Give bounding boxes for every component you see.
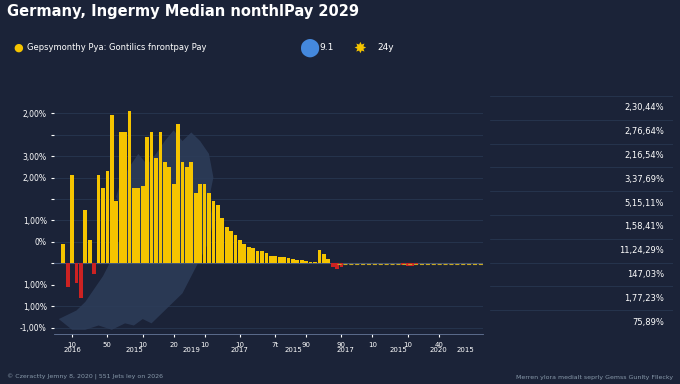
Bar (282, 257, 286, 263)
Bar (260, 251, 264, 263)
Bar (335, 263, 339, 269)
Text: 2015: 2015 (390, 347, 408, 353)
Bar (176, 124, 180, 263)
Bar (410, 263, 414, 266)
Text: 3,37,69%: 3,37,69% (624, 175, 664, 184)
Bar (330, 263, 335, 267)
Bar (158, 132, 163, 263)
Polygon shape (58, 130, 214, 330)
Text: © Czeractty Jemny 8, 2020 | 551 Jets ley on 2026: © Czeractty Jemny 8, 2020 | 551 Jets ley… (7, 374, 163, 380)
Bar (256, 251, 260, 263)
Bar (123, 132, 127, 263)
Bar (273, 256, 277, 263)
Bar (309, 262, 312, 263)
Text: 5,15,11%: 5,15,11% (624, 199, 664, 208)
Bar (150, 132, 154, 263)
Text: 2016: 2016 (63, 347, 81, 353)
Text: 2020: 2020 (430, 347, 447, 353)
Text: 11,24,29%: 11,24,29% (619, 246, 664, 255)
Bar (163, 162, 167, 263)
Text: Merren ylora medialt seprly Gemss Gunlty Fllecky: Merren ylora medialt seprly Gemss Gunlty… (516, 375, 673, 380)
Text: Gepsymonthy Pya: Gontilics fnrontpay Pay: Gepsymonthy Pya: Gontilics fnrontpay Pay (27, 43, 207, 53)
Bar (207, 192, 211, 263)
Bar (167, 167, 171, 263)
Bar (84, 210, 87, 263)
Text: ✸: ✸ (354, 40, 367, 56)
Bar (238, 240, 242, 263)
Text: 2,16,54%: 2,16,54% (624, 151, 664, 160)
Bar (132, 188, 136, 263)
Text: 2019: 2019 (182, 347, 200, 353)
Bar (154, 158, 158, 263)
Bar (265, 253, 269, 263)
Bar (401, 263, 405, 265)
Bar (247, 247, 251, 263)
Text: ⬤: ⬤ (299, 39, 320, 57)
Bar (277, 257, 282, 263)
Bar (211, 201, 216, 263)
Bar (194, 192, 198, 263)
Text: 75,89%: 75,89% (632, 318, 664, 327)
Bar (216, 205, 220, 263)
Text: 1,58,41%: 1,58,41% (624, 222, 664, 232)
Bar (326, 260, 330, 263)
Bar (225, 227, 228, 263)
Bar (295, 260, 299, 263)
Text: 2017: 2017 (231, 347, 249, 353)
Bar (243, 244, 246, 263)
Bar (269, 256, 273, 263)
Text: 2,76,64%: 2,76,64% (624, 127, 664, 136)
Bar (415, 263, 418, 265)
Bar (304, 261, 308, 263)
Text: 147,03%: 147,03% (627, 270, 664, 279)
Bar (229, 231, 233, 263)
Text: 1,77,23%: 1,77,23% (624, 294, 664, 303)
Bar (291, 259, 294, 263)
Bar (318, 250, 321, 263)
Bar (114, 201, 118, 263)
Bar (252, 248, 255, 263)
Bar (199, 184, 202, 263)
Bar (70, 175, 74, 263)
Bar (322, 254, 326, 263)
Bar (146, 137, 149, 263)
Bar (406, 263, 409, 266)
Text: 2,30,44%: 2,30,44% (624, 103, 664, 113)
Bar (234, 235, 237, 263)
Bar (88, 240, 92, 263)
Bar (61, 244, 65, 263)
Text: 2015: 2015 (125, 347, 143, 353)
Bar (101, 188, 105, 263)
Bar (190, 162, 193, 263)
Text: 2015: 2015 (456, 347, 474, 353)
Text: 24y: 24y (377, 43, 394, 53)
Bar (128, 111, 131, 263)
Text: 9.1: 9.1 (320, 43, 334, 53)
Bar (137, 188, 140, 263)
Bar (97, 175, 101, 263)
Bar (220, 218, 224, 263)
Text: 2017: 2017 (337, 347, 355, 353)
Bar (181, 162, 184, 263)
Bar (75, 263, 78, 283)
Bar (66, 263, 69, 287)
Bar (203, 184, 207, 263)
Bar (339, 263, 343, 267)
Bar (286, 258, 290, 263)
Bar (79, 263, 83, 298)
Bar (119, 132, 122, 263)
Bar (185, 167, 189, 263)
Text: Germany, Ingermy Median nonthlPay 2029: Germany, Ingermy Median nonthlPay 2029 (7, 4, 359, 19)
Text: ●: ● (14, 43, 23, 53)
Bar (141, 186, 145, 263)
Bar (300, 260, 303, 263)
Text: 2015: 2015 (284, 347, 302, 353)
Bar (110, 115, 114, 263)
Bar (92, 263, 96, 274)
Bar (105, 171, 109, 263)
Bar (313, 262, 317, 263)
Bar (172, 184, 175, 263)
